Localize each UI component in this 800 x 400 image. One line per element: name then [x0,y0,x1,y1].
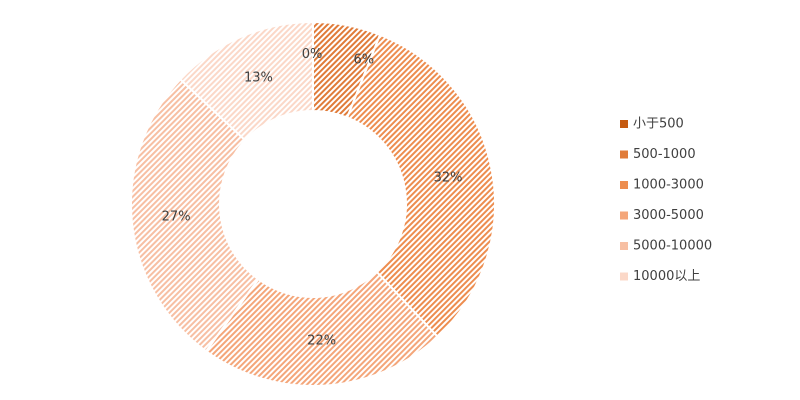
slice-1000-3000 [345,33,496,339]
legend: 小于500 500-1000 1000-3000 3000-5000 5000-1000… [620,117,712,284]
legend-swatch-500 [620,120,628,128]
slice-labels: 0% 6% 32% 22% 27% 13% [162,47,463,349]
legend-label-5000-10000: 5000-10000 [633,239,712,254]
slice-label-500: 0% [302,47,323,62]
legend-label-1000-3000: 1000-3000 [633,178,704,193]
legend-label-500: 小于500 [633,117,684,132]
legend-label-3000-5000: 3000-5000 [633,208,704,223]
slice-10000 [178,20,314,142]
slice-label-5000-10000: 27% [162,209,191,224]
slice-label-1000-3000: 32% [434,171,463,186]
slice-label-10000: 13% [244,70,273,85]
legend-swatch-5000-10000 [620,242,628,250]
legend-swatch-3000-5000 [620,211,628,220]
legend-swatch-1000-3000 [620,181,628,189]
donut-slices [130,20,496,387]
legend-swatch-10000 [620,272,628,281]
legend-label-500-1000: 500-1000 [633,147,696,162]
legend-label-10000: 10000以上 [633,269,700,284]
legend-swatch-500-1000 [620,150,628,159]
slice-label-3000-5000: 22% [307,334,336,349]
slice-5000-10000 [130,77,260,353]
slice-label-500-1000: 6% [353,52,374,67]
slice-3000-5000 [204,270,440,387]
